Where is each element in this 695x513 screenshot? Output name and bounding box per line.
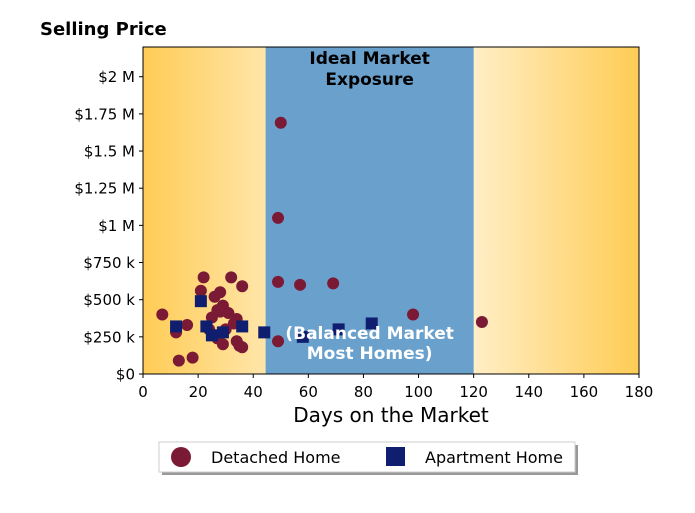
legend-apartment-label: Apartment Home (425, 448, 563, 467)
x-tick-label: 60 (299, 383, 318, 401)
detached-home-point (475, 315, 488, 328)
y-tick-label: $1.25 M (74, 180, 135, 198)
legend-detached-marker (171, 447, 191, 467)
x-tick-label: 160 (570, 383, 599, 401)
band-label-top-line1: Ideal Market (309, 49, 430, 69)
detached-home-point (172, 354, 185, 367)
apartment-home-point (236, 320, 249, 333)
apartment-home-point (205, 329, 218, 342)
apartment-home-point (365, 317, 378, 330)
apartment-home-point (258, 326, 271, 339)
detached-home-point (272, 275, 285, 288)
x-tick-label: 20 (189, 383, 208, 401)
detached-home-point (274, 116, 287, 129)
y-tick-label: $1.5 M (84, 143, 135, 161)
x-tick-label: 0 (138, 383, 148, 401)
y-tick-label: $250 k (83, 328, 135, 346)
y-tick-label: $750 k (83, 254, 135, 272)
x-tick-label: 80 (354, 383, 373, 401)
detached-home-point (216, 338, 229, 351)
legend-apartment-marker (386, 447, 405, 466)
x-tick-label: 180 (625, 383, 654, 401)
detached-home-point (225, 271, 238, 284)
apartment-home-point (216, 326, 229, 339)
apartment-home-point (332, 323, 345, 336)
chart-title: Selling Price (40, 19, 167, 40)
x-axis-label: Days on the Market (293, 403, 489, 427)
apartment-home-point (296, 330, 309, 343)
detached-home-point (181, 318, 194, 331)
detached-home-point (327, 277, 340, 290)
y-tick-label: $0 (116, 366, 135, 384)
x-tick-label: 120 (459, 383, 488, 401)
legend-box (158, 441, 576, 473)
x-tick-label: 140 (514, 383, 543, 401)
detached-home-point (186, 351, 199, 364)
y-tick-label: $2 M (98, 68, 135, 86)
x-tick-label: 100 (404, 383, 433, 401)
x-tick-label: 40 (244, 383, 263, 401)
detached-home-point (272, 335, 285, 348)
band-label-bottom-line2: Most Homes) (307, 344, 433, 364)
plot-frame (142, 46, 640, 375)
y-tick-label: $1 M (98, 217, 135, 235)
band-label-bottom-line1: (Balanced Market (285, 324, 454, 344)
legend-detached-label: Detached Home (211, 448, 341, 467)
detached-home-point (222, 307, 235, 320)
band-label-top-line2: Exposure (325, 70, 414, 90)
detached-home-point (156, 308, 169, 321)
detached-home-point (272, 211, 285, 224)
detached-home-point (197, 271, 210, 284)
detached-home-point (194, 284, 207, 297)
detached-home-point (236, 280, 249, 293)
apartment-home-point (170, 320, 183, 333)
detached-home-point (214, 286, 227, 299)
detached-home-point (236, 341, 249, 354)
detached-home-point (407, 308, 420, 321)
y-tick-label: $500 k (83, 291, 135, 309)
detached-home-point (294, 278, 307, 291)
y-tick-label: $1.75 M (74, 105, 135, 123)
apartment-home-point (194, 295, 207, 308)
